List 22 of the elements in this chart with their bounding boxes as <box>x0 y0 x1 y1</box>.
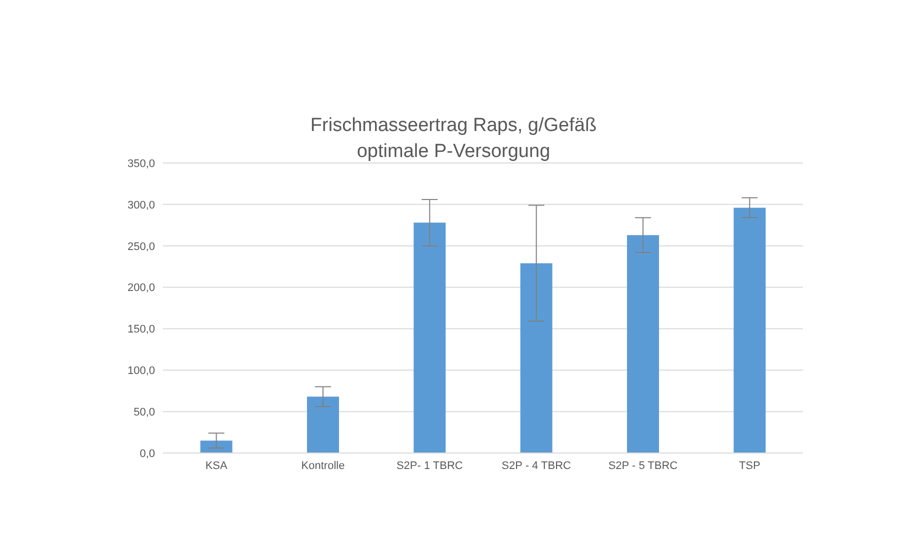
y-tick-label: 50,0 <box>134 406 155 418</box>
y-tick-label: 200,0 <box>127 282 155 294</box>
y-tick-label: 100,0 <box>127 365 155 378</box>
y-tick-label: 300,0 <box>127 199 155 212</box>
y-tick-label: 250,0 <box>127 240 155 253</box>
x-tick-label: S2P- 1 TBRC <box>396 460 463 472</box>
x-tick-label: S2P - 5 TBRC <box>608 460 678 472</box>
x-tick-label: TSP <box>738 460 760 472</box>
bar <box>307 396 339 453</box>
chart-title: Frischmasseertrag Raps, g/Gefäß <box>309 114 598 138</box>
bar <box>200 440 232 453</box>
x-tick-label: Kontrolle <box>301 460 345 472</box>
bar <box>627 235 659 453</box>
x-tick-label: S2P - 4 TBRC <box>502 460 572 472</box>
y-tick-label: 0,0 <box>140 448 155 460</box>
y-tick-label: 150,0 <box>127 324 155 336</box>
bar <box>520 263 552 453</box>
x-tick-label: KSA <box>205 460 228 472</box>
bar <box>414 222 446 453</box>
y-tick-label: 350,0 <box>127 158 155 170</box>
bar <box>734 208 766 453</box>
chart-subtitle: optimale P-Versorgung <box>356 141 550 162</box>
